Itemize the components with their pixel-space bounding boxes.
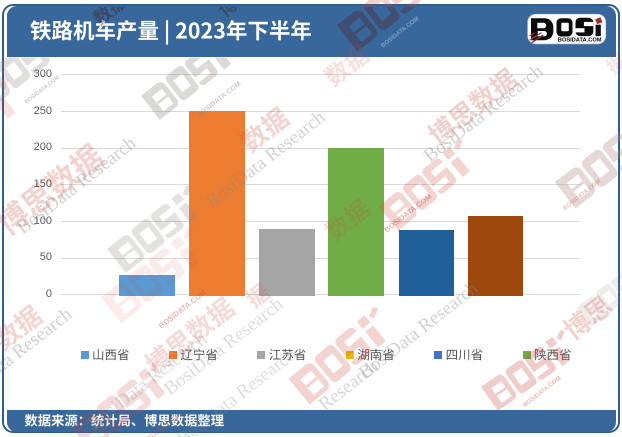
svg-text:BosiData Research: BosiData Research — [420, 60, 548, 166]
svg-text:BosiData Research: BosiData Research — [0, 303, 77, 409]
svg-text:BOSIDATA.COM: BOSIDATA.COM — [196, 80, 243, 119]
svg-text:BOSIDATA.COM: BOSIDATA.COM — [558, 38, 602, 44]
svg-text:BosiData Research: BosiData Research — [13, 132, 141, 238]
svg-text:BOSIDATA.COM: BOSIDATA.COM — [24, 75, 61, 106]
